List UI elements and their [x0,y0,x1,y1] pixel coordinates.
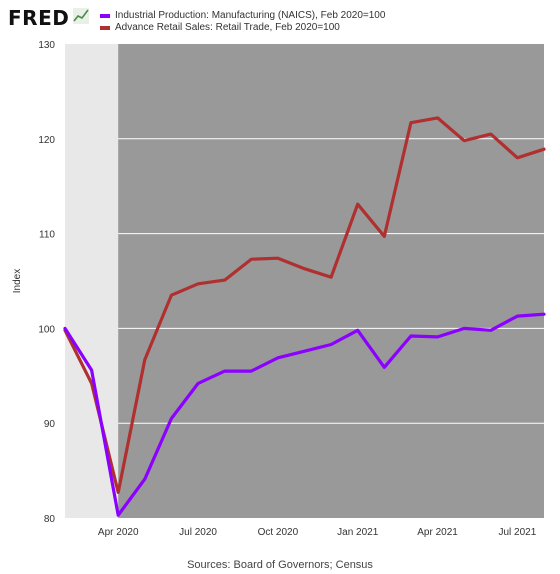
plot-area [65,44,544,518]
y-tick-label: 80 [44,514,56,525]
y-axis-title: Index [12,269,23,293]
y-tick-label: 130 [38,40,55,51]
legend-label-manufacturing: Industrial Production: Manufacturing (NA… [115,10,386,21]
legend-item-manufacturing: Industrial Production: Manufacturing (NA… [100,10,385,22]
x-tick-label: Jan 2021 [337,527,379,538]
chart-legend: Industrial Production: Manufacturing (NA… [100,10,385,34]
fred-chart-icon [73,8,89,24]
legend-swatch-manufacturing [100,14,110,18]
y-tick-label: 100 [38,324,55,335]
legend-label-retail: Advance Retail Sales: Retail Trade, Feb … [115,22,340,33]
x-tick-label: Jul 2021 [498,527,536,538]
fred-logo: FRED [8,6,70,30]
series-line-manufacturing [63,312,546,517]
x-tick-label: Jul 2020 [179,527,217,538]
series-line-retail [63,116,546,494]
legend-swatch-retail [100,26,110,30]
recession-shading [65,44,119,518]
y-tick-label: 90 [44,419,56,430]
y-tick-label: 110 [39,230,55,241]
x-tick-label: Apr 2020 [98,527,139,538]
chart-source: Sources: Board of Governors; Census [187,559,373,571]
x-tick-label: Apr 2021 [417,527,458,538]
legend-item-retail: Advance Retail Sales: Retail Trade, Feb … [100,22,385,34]
y-tick-label: 120 [38,135,55,146]
x-tick-label: Oct 2020 [258,527,299,538]
